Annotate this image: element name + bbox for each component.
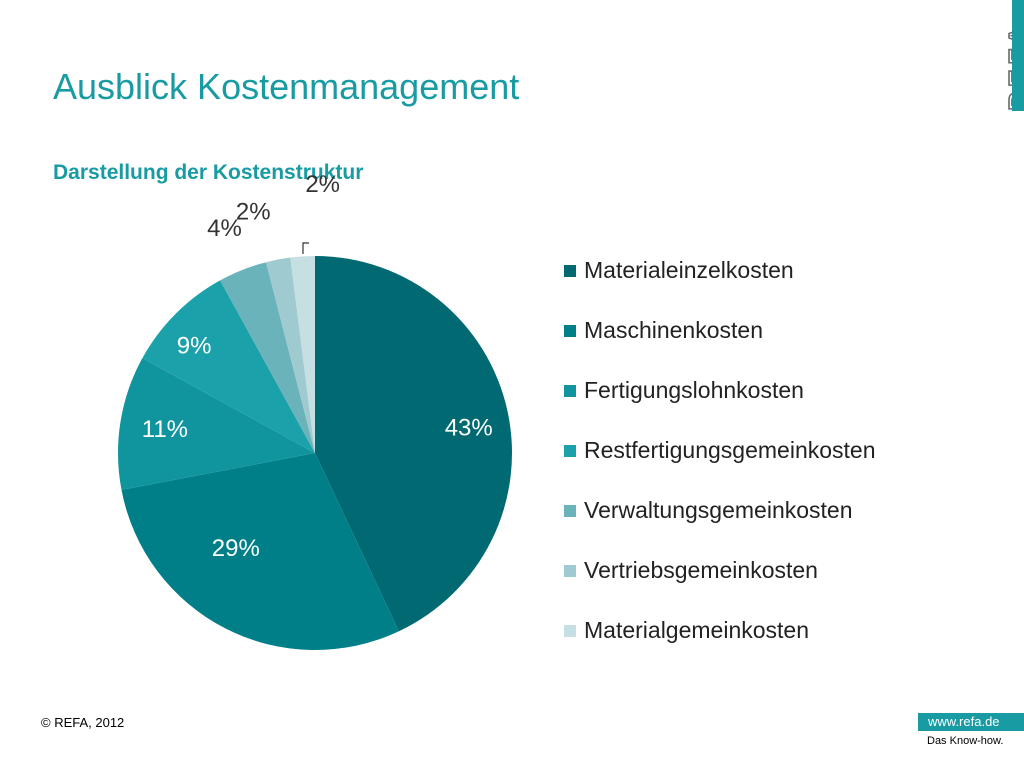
pie-data-labels: 43%29%11%9%4%2%2%: [142, 171, 493, 562]
legend-swatch: [564, 625, 576, 637]
pie-slice-fertigungslohnkosten: [117, 358, 315, 490]
accent-bar: [1012, 0, 1024, 111]
chart-legend: Materialeinzelkosten Maschinenkosten Ferti…: [564, 257, 876, 643]
legend-swatch: [564, 565, 576, 577]
pie-data-label: 2%: [305, 171, 340, 198]
legend-swatch: [564, 385, 576, 397]
slide-subtitle: Darstellung der Kostenstruktur: [53, 161, 364, 184]
legend-swatch: [564, 265, 576, 277]
pie-data-label: 11%: [142, 416, 188, 443]
legend-label: Maschinenkosten: [584, 317, 763, 343]
pie-data-label: 2%: [236, 198, 271, 225]
legend-label: Materialgemeinkosten: [584, 617, 809, 643]
legend-label: Verwaltungsgemeinkosten: [584, 497, 853, 523]
pie-slices: [117, 256, 512, 650]
pie-data-label: 43%: [445, 415, 493, 442]
pie-slice-maschinenkosten: [121, 453, 399, 650]
pie-slice-vertriebsgemeinkosten: [266, 257, 315, 453]
legend-label: Fertigungslohnkosten: [584, 377, 804, 403]
pie-data-label: 4%: [207, 215, 242, 242]
pie-slice-restfertigungsgemeinkosten: [142, 280, 315, 453]
legend-label: Vertriebsgemeinkosten: [584, 557, 818, 583]
legend-swatch: [564, 445, 576, 457]
pie-data-label: 9%: [177, 332, 212, 359]
pie-chart: 43%29%11%9%4%2%2% MaterialeinzelkostenMa…: [117, 171, 876, 650]
legend-label: Materialeinzelkosten: [584, 257, 794, 283]
pie-slice-materialeinzelkosten: [315, 256, 512, 632]
pie-slice-verwaltungsgemeinkosten: [220, 262, 315, 453]
website-link[interactable]: www.refa.de: [918, 713, 1024, 731]
tagline: Das Know-how.: [927, 735, 1004, 747]
copyright-notice: © REFA, 2012: [41, 715, 125, 730]
legend-swatch: [564, 505, 576, 517]
legend-swatch: [564, 325, 576, 337]
pie-slice-materialgemeinkosten: [290, 256, 315, 453]
legend-label: Restfertigungsgemeinkosten: [584, 437, 876, 463]
label-leader-line: [302, 242, 309, 254]
slide-title: Ausblick Kostenmanagement: [53, 66, 520, 107]
pie-data-label: 29%: [212, 535, 260, 562]
